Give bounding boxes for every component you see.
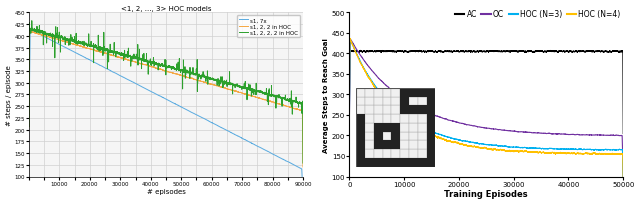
Line: AC: AC [349,51,623,135]
OC [494,129,502,131]
OC [548,133,556,135]
s1, 7x [25,125,33,128]
s1, 2, 2, 2 in HOC [124,55,132,58]
HOC (N=4) [412,125,419,128]
s1, 2, 2 in HOC [27,31,35,33]
HOC (N=4) [451,141,458,144]
AC [620,133,627,135]
Legend: s1, 7x, s1, 2, 2 in HOC, s1, 2, 2, 2 in HOC: s1, 7x, s1, 2, 2 in HOC, s1, 2, 2, 2 in … [237,16,300,38]
Line: HOC (N=4): HOC (N=4) [349,39,623,186]
HOC (N=4) [346,127,353,130]
HOC (N=4) [548,151,556,154]
HOC (N=3) [511,146,518,149]
HOC (N=3) [494,145,502,147]
HOC (N=4) [364,76,372,78]
X-axis label: # episodes: # episodes [147,188,186,194]
AC [346,133,353,136]
AC [548,51,556,53]
OC [451,121,458,123]
Line: s1, 2, 2, 2 in HOC: s1, 2, 2, 2 in HOC [29,22,303,163]
OC [346,127,353,129]
HOC (N=3) [346,127,353,129]
AC [494,51,502,53]
s1, 7x [231,134,239,136]
s1, 2, 2, 2 in HOC [222,83,230,85]
AC [451,51,458,53]
Line: HOC (N=3): HOC (N=3) [349,40,623,183]
HOC (N=4) [620,185,627,187]
s1, 2, 2, 2 in HOC [28,20,36,23]
s1, 2, 2, 2 in HOC [299,162,307,164]
s1, 7x [124,79,132,81]
HOC (N=3) [346,39,354,41]
Legend: AC, OC, HOC (N=3), HOC (N=4): AC, OC, HOC (N=3), HOC (N=4) [454,9,622,21]
s1, 2, 2, 2 in HOC [129,58,137,60]
Y-axis label: Average Steps to Reach Goal: Average Steps to Reach Goal [323,38,329,152]
AC [412,51,419,53]
s1, 2, 2 in HOC [26,31,33,33]
s1, 7x [27,29,35,32]
s1, 2, 2, 2 in HOC [231,85,239,87]
Line: s1, 2, 2 in HOC: s1, 2, 2 in HOC [29,32,303,167]
s1, 2, 2, 2 in HOC [25,126,33,128]
OC [511,130,518,133]
s1, 7x [26,29,34,31]
HOC (N=4) [494,149,502,151]
HOC (N=3) [451,138,458,141]
X-axis label: Training Episodes: Training Episodes [444,190,528,198]
OC [620,175,627,178]
OC [412,105,419,108]
HOC (N=4) [346,38,354,41]
s1, 2, 2 in HOC [222,88,230,90]
s1, 2, 2, 2 in HOC [154,63,161,66]
s1, 2, 2 in HOC [25,126,33,129]
HOC (N=3) [548,148,556,150]
Title: <1, 2, ..., 3> HOC models: <1, 2, ..., 3> HOC models [121,6,211,11]
Y-axis label: # steps / episode: # steps / episode [6,65,12,125]
s1, 2, 2 in HOC [231,90,239,93]
Line: s1, 7x: s1, 7x [29,30,303,196]
Line: OC: OC [349,40,623,177]
s1, 7x [222,129,230,131]
HOC (N=3) [364,74,372,77]
s1, 2, 2 in HOC [299,166,307,168]
HOC (N=4) [511,151,518,153]
HOC (N=3) [620,182,627,185]
AC [511,51,518,53]
s1, 2, 2 in HOC [129,61,137,63]
s1, 2, 2 in HOC [124,59,132,62]
AC [356,50,364,52]
s1, 7x [129,82,137,84]
s1, 7x [154,94,161,96]
HOC (N=3) [412,123,419,125]
s1, 7x [299,195,307,197]
s1, 2, 2, 2 in HOC [27,28,35,31]
OC [346,39,354,41]
AC [364,51,372,53]
s1, 2, 2 in HOC [154,68,161,70]
OC [364,65,372,68]
